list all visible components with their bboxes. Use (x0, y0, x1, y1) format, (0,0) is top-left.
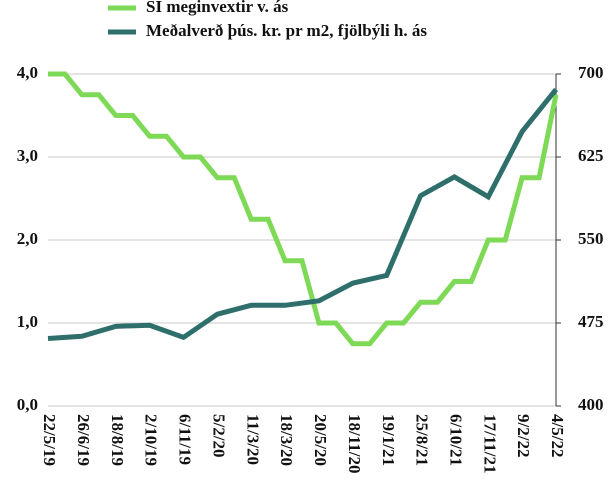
x-tick-label: 6/11/19 (176, 414, 195, 465)
x-tick-label: 26/6/19 (74, 414, 93, 466)
legend-label: Meðalverð þús. kr. pr m2, fjölbýli h. ás (146, 21, 427, 40)
x-tick-label: 18/3/20 (277, 414, 296, 466)
y-tick-label: 3,0 (17, 146, 38, 165)
x-tick-label: 9/2/22 (514, 414, 533, 457)
y2-tick-label: 700 (578, 63, 604, 82)
legend-label: SÍ meginvextir v. ás (146, 0, 289, 16)
x-tick-label: 25/8/21 (413, 414, 432, 466)
x-tick-label: 20/5/20 (311, 414, 330, 466)
y2-tick-label: 625 (578, 146, 604, 165)
data-line (47, 87, 558, 341)
data-line (48, 71, 559, 347)
y2-tick-label: 475 (578, 312, 604, 331)
y-tick-label: 0,0 (17, 395, 38, 414)
y-tick-label: 1,0 (17, 312, 38, 331)
y-tick-label: 2,0 (17, 229, 38, 248)
x-tick-label: 19/1/21 (379, 414, 398, 466)
x-tick-label: 18/11/20 (345, 414, 364, 474)
x-tick-label: 4/5/22 (548, 414, 567, 457)
y2-tick-label: 400 (578, 395, 604, 414)
y2-tick-label: 550 (578, 229, 604, 248)
x-tick-label: 17/11/21 (480, 414, 499, 474)
x-tick-label: 11/3/20 (243, 414, 262, 465)
x-tick-label: 2/10/19 (142, 414, 161, 466)
x-tick-label: 5/2/20 (209, 414, 228, 457)
x-tick-label: 6/10/21 (446, 414, 465, 466)
x-tick-label: 22/5/19 (40, 414, 59, 466)
x-tick-label: 18/8/19 (108, 414, 127, 466)
y-tick-label: 4,0 (17, 63, 38, 82)
